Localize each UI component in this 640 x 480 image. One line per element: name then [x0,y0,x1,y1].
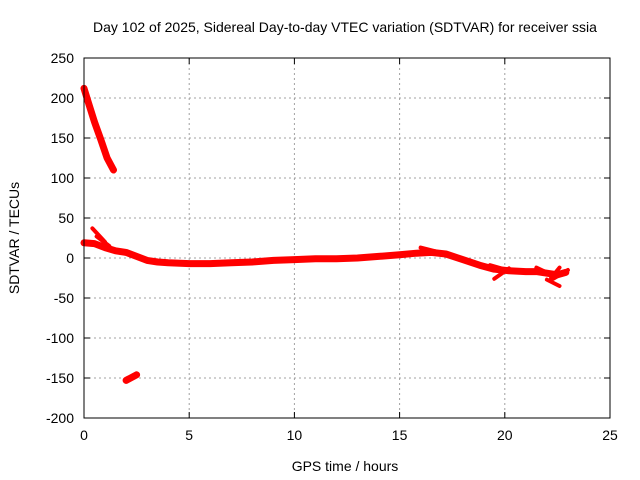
y-tick-label: 250 [51,50,75,66]
series-spike [549,265,562,280]
series-trace [80,239,570,279]
plot-frame [83,57,611,419]
y-tick-label: 100 [51,170,75,186]
y-tick-label: -50 [54,290,74,306]
y-tick-label: -200 [46,410,74,426]
x-tick-label: 25 [602,427,618,443]
x-tick-label: 15 [392,427,408,443]
y-axis-label: SDTVAR / TECUs [6,182,22,294]
series-spike [94,234,112,248]
axis-ticks: 0 5 10 15 20 25 -200 -150 -100 -50 0 50 100 150 200 250 [46,50,618,443]
plot-area [80,84,570,384]
chart-title: Day 102 of 2025, Sidereal Day-to-day VTE… [93,19,597,35]
grid [84,58,610,418]
series-spike [418,245,455,258]
x-tick-label: 10 [287,427,303,443]
series-spike [534,265,556,278]
y-tick-label: 0 [66,250,74,266]
series-spike [544,277,562,288]
series-spike [551,268,570,281]
series-spike [488,263,518,275]
x-tick-label: 5 [185,427,193,443]
y-tick-label: 200 [51,90,75,106]
y-tick-label: 150 [51,130,75,146]
x-axis-label: GPS time / hours [292,458,399,474]
series-trace [122,371,141,384]
y-tick-label: -100 [46,330,74,346]
y-tick-label: -150 [46,370,74,386]
x-tick-label: 0 [80,427,88,443]
x-tick-label: 20 [497,427,513,443]
series-trace [80,84,117,174]
y-tick-label: 50 [58,210,74,226]
